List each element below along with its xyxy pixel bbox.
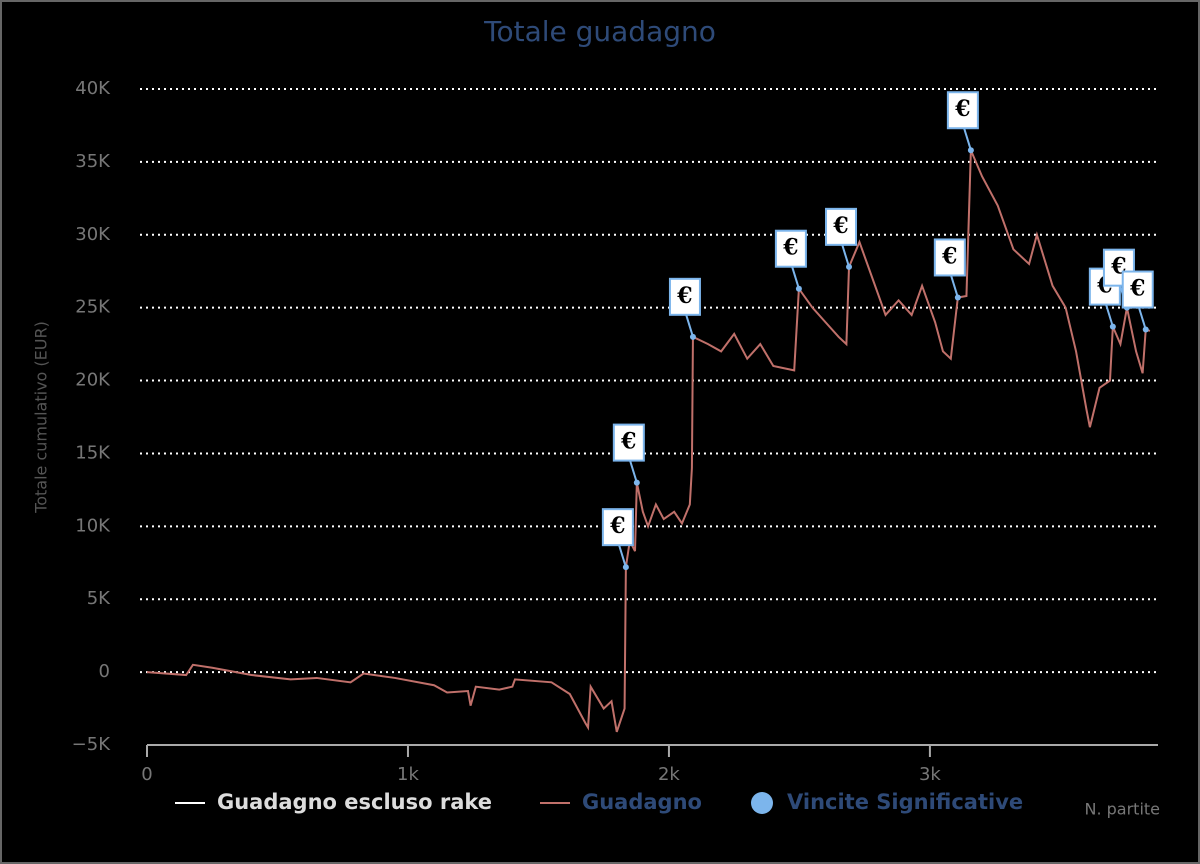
- y-tick-label: 15K: [75, 442, 111, 463]
- y-tick-label: 10K: [75, 515, 111, 536]
- flag-label: €: [782, 235, 798, 261]
- y-tick-label: 5K: [87, 588, 111, 609]
- x-axis-title: N. partite: [1084, 800, 1160, 819]
- significant-point: [622, 564, 629, 571]
- legend-item[interactable]: Guadagno escluso rake: [175, 790, 492, 814]
- flag-box: [601, 508, 634, 547]
- flag-label: €: [609, 513, 625, 539]
- legend-label: Guadagno: [582, 790, 702, 814]
- flag-label: €: [941, 243, 957, 269]
- legend-label: Guadagno escluso rake: [217, 790, 492, 814]
- legend-item[interactable]: Guadagno: [540, 790, 702, 814]
- significant-point: [689, 333, 696, 340]
- flag-box: [825, 207, 858, 246]
- flag-box: [1121, 270, 1154, 309]
- significant-point: [1109, 323, 1116, 330]
- legend-item[interactable]: Vincite Significative: [751, 790, 1023, 814]
- flag-label: €: [676, 283, 692, 309]
- significant-point: [967, 147, 974, 154]
- flag-box: [1102, 248, 1135, 287]
- y-tick-label: 20K: [75, 370, 111, 391]
- chart-title: Totale guadagno: [483, 15, 716, 48]
- significant-point: [1142, 326, 1149, 333]
- flag-box: [668, 277, 701, 316]
- flag-label: €: [954, 96, 970, 122]
- y-tick-label: −5K: [72, 734, 112, 755]
- x-tick-label: 0: [141, 764, 152, 785]
- y-axis-title: Totale cumulativo (EUR): [32, 321, 51, 514]
- x-tick-label: 2k: [658, 764, 680, 785]
- flag-label: €: [832, 213, 848, 239]
- legend-symbol: [751, 792, 773, 814]
- flag-label: €: [620, 429, 636, 455]
- y-tick-label: 40K: [75, 78, 111, 99]
- significant-point: [846, 263, 853, 270]
- legend-label: Vincite Significative: [787, 790, 1023, 814]
- flag-label: €: [1129, 276, 1145, 302]
- flag-box: [774, 229, 807, 268]
- x-tick-label: 3k: [919, 764, 941, 785]
- flag-box: [946, 91, 979, 130]
- x-tick-label: 1k: [397, 764, 419, 785]
- y-tick-label: 0: [99, 661, 110, 682]
- significant-point: [795, 285, 802, 292]
- y-tick-label: 30K: [75, 224, 111, 245]
- line-series: [146, 149, 1151, 733]
- flag-box: [933, 238, 966, 277]
- flag-box: [612, 423, 645, 462]
- y-tick-label: 35K: [75, 151, 111, 172]
- significant-point: [633, 479, 640, 486]
- significant-point: [954, 294, 961, 301]
- y-tick-label: 25K: [75, 297, 111, 318]
